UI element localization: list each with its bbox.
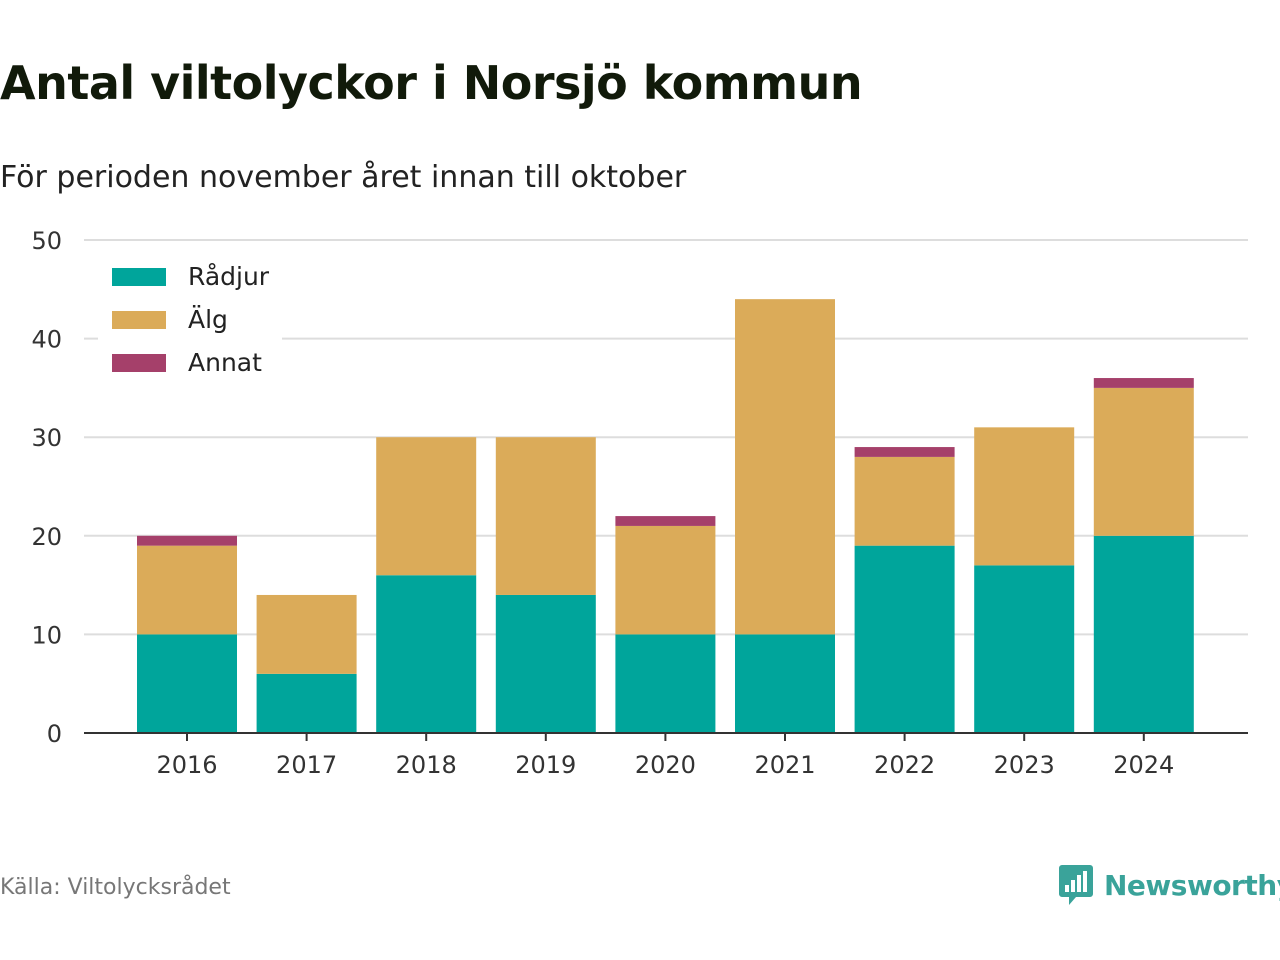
chart-subtitle: För perioden november året innan till ok… <box>0 160 687 195</box>
x-axis-ticks: 2016 2017 2018 2019 2020 2021 2022 2023 2024 <box>84 732 1248 779</box>
bar-segment <box>974 565 1075 733</box>
bar-segment <box>615 634 716 733</box>
chart-title: Antal viltolyckor i Norsjö kommun <box>0 56 863 110</box>
bar-segment <box>854 545 955 733</box>
bar-segment <box>735 299 835 635</box>
legend-label: Annat <box>188 348 262 377</box>
x-tick-label: 2021 <box>754 751 815 779</box>
brand-logo: Newsworthy <box>1058 862 1280 908</box>
x-tick-label: 2017 <box>276 751 337 779</box>
y-tick-label: 0 <box>47 720 62 748</box>
bar-segment <box>256 594 357 674</box>
x-tick-label: 2016 <box>156 751 217 779</box>
y-tick-label: 20 <box>31 523 62 551</box>
legend: Rådjur Älg Annat <box>98 252 282 386</box>
y-tick-label: 30 <box>31 424 62 452</box>
bar-segment <box>854 447 955 457</box>
bar-segment <box>495 437 596 595</box>
legend-swatch <box>112 354 166 372</box>
bar-segment <box>974 427 1075 566</box>
x-tick-label: 2024 <box>1113 751 1174 779</box>
x-tick-label: 2023 <box>994 751 1055 779</box>
bar-segment <box>137 545 237 635</box>
x-tick-label: 2020 <box>635 751 696 779</box>
bar-chart-icon <box>1059 865 1093 905</box>
legend-label: Rådjur <box>188 262 270 291</box>
brand-name: Newsworthy <box>1104 868 1280 902</box>
bar-segment <box>376 437 477 576</box>
legend-swatch <box>112 268 166 286</box>
bar-segment <box>854 456 955 546</box>
bar-segment <box>376 575 477 733</box>
source-note: Källa: Viltolycksrådet <box>0 875 231 900</box>
bar-segment <box>615 525 716 635</box>
legend-swatch <box>112 311 166 329</box>
bar-segment <box>1093 378 1194 388</box>
bar-segment <box>137 535 237 546</box>
bar-segment <box>735 634 835 733</box>
bar-segment <box>256 673 357 733</box>
x-tick-label: 2018 <box>396 751 457 779</box>
bar-segment <box>495 594 596 733</box>
legend-label: Älg <box>188 305 228 334</box>
bar-segment <box>1093 387 1194 536</box>
x-tick-label: 2022 <box>874 751 935 779</box>
y-tick-label: 40 <box>31 326 62 354</box>
y-tick-label: 50 <box>31 227 62 255</box>
bar-segment <box>137 634 237 733</box>
bars <box>137 299 1194 733</box>
bar-segment <box>1093 535 1194 733</box>
x-tick-label: 2019 <box>515 751 576 779</box>
y-axis-ticks: 0 10 20 30 40 50 <box>31 227 62 748</box>
bar-segment <box>615 516 716 526</box>
y-tick-label: 10 <box>31 621 62 649</box>
